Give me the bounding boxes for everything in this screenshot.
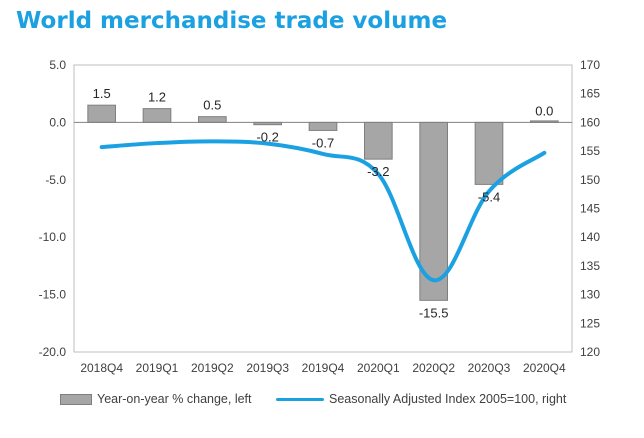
x-tick-label: 2020Q4 — [523, 361, 566, 375]
bar-data-label: 0.5 — [203, 98, 221, 113]
bar — [142, 108, 172, 123]
legend-bar-label: Year-on-year % change, left — [97, 392, 252, 406]
x-tick-label: 2019Q3 — [246, 361, 289, 375]
bar-data-label: 1.2 — [148, 90, 166, 105]
x-tick-label: 2019Q4 — [302, 361, 345, 375]
bar-data-label: 1.5 — [93, 86, 111, 101]
index-line-series — [99, 139, 547, 283]
bar-data-label: -5.4 — [478, 189, 500, 204]
y-right-tick-label: 165 — [580, 87, 600, 101]
y-left-tick-label: 5.0 — [49, 58, 66, 72]
x-tick-label: 2018Q4 — [80, 361, 123, 375]
legend-line-swatch — [276, 397, 324, 401]
legend: Year-on-year % change, left Seasonally A… — [0, 392, 644, 414]
y-right-tick-label: 150 — [580, 173, 600, 187]
bar — [308, 121, 338, 131]
chart-canvas: 5.0 0.0 -5.0 -10.0 -15.0 -20.0 170 165 160 155 150… — [39, 58, 601, 375]
y-right-tick-label: 170 — [580, 58, 600, 72]
bar — [364, 121, 393, 160]
bar-data-label: -0.7 — [312, 135, 334, 150]
chart-title: World merchandise trade volume — [16, 8, 448, 34]
y-right-tick-label: 120 — [580, 345, 600, 359]
y-right-tick-label: 145 — [580, 202, 600, 216]
bar-data-label: -3.2 — [367, 164, 389, 179]
bar — [474, 121, 504, 185]
legend-item-line: Seasonally Adjusted Index 2005=100, righ… — [276, 392, 566, 406]
x-tick-label: 2019Q2 — [191, 361, 234, 375]
y-right-tick-label: 140 — [580, 230, 600, 244]
x-tick-label: 2020Q2 — [412, 361, 455, 375]
y-right-tick-label: 155 — [580, 144, 600, 158]
legend-line-label: Seasonally Adjusted Index 2005=100, righ… — [329, 392, 567, 406]
y-right-tick-label: 125 — [580, 316, 600, 330]
y-right-tick-label: 160 — [580, 115, 600, 129]
legend-item-bar: Year-on-year % change, left — [60, 392, 252, 406]
x-tick-label: 2019Q1 — [136, 361, 179, 375]
x-tick-label: 2020Q1 — [357, 361, 400, 375]
y-left-tick-label: -20.0 — [39, 345, 67, 359]
legend-bar-swatch — [60, 393, 92, 405]
y-left-tick-label: -15.0 — [39, 288, 67, 302]
x-tick-label: 2020Q3 — [468, 361, 511, 375]
bar — [87, 104, 117, 123]
bar-data-label: -15.5 — [419, 305, 449, 320]
bar-data-label: 0.0 — [535, 103, 553, 118]
y-right-tick-label: 135 — [580, 259, 600, 273]
y-left-tick-label: 0.0 — [49, 115, 66, 129]
bar-data-label: -0.2 — [256, 130, 278, 145]
y-right-tick-label: 130 — [580, 288, 600, 302]
y-left-tick-label: -10.0 — [39, 230, 67, 244]
bar — [198, 116, 227, 123]
y-left-tick-label: -5.0 — [45, 173, 66, 187]
plot-area — [73, 64, 573, 353]
